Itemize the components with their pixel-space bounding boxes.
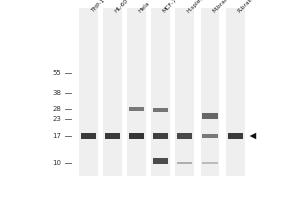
Bar <box>177 162 192 164</box>
Bar <box>103 8 122 176</box>
Bar <box>202 134 218 138</box>
Bar <box>79 8 98 176</box>
Text: M.brain: M.brain <box>212 0 231 14</box>
Bar <box>177 133 192 139</box>
Bar <box>127 8 146 176</box>
Bar <box>153 108 168 112</box>
Bar <box>153 133 168 139</box>
Bar <box>129 107 144 111</box>
Text: 38: 38 <box>52 90 62 96</box>
Bar <box>202 162 218 164</box>
Bar <box>202 113 218 119</box>
Bar <box>81 133 96 139</box>
Polygon shape <box>250 133 256 139</box>
Text: 28: 28 <box>52 106 62 112</box>
Bar <box>226 8 245 176</box>
Bar <box>151 8 170 176</box>
Bar <box>153 158 168 164</box>
Bar <box>129 133 144 139</box>
Text: 10: 10 <box>52 160 62 166</box>
Bar <box>228 133 243 139</box>
Text: Hela: Hela <box>138 1 151 14</box>
Text: HL-60: HL-60 <box>114 0 130 14</box>
Bar <box>105 133 120 139</box>
Text: 17: 17 <box>52 133 62 139</box>
Text: R.brain: R.brain <box>237 0 255 14</box>
Bar <box>175 8 194 176</box>
Text: THP-1: THP-1 <box>90 0 106 14</box>
Text: 55: 55 <box>53 70 62 76</box>
Text: MCF-7: MCF-7 <box>162 0 178 14</box>
Bar <box>201 8 219 176</box>
Text: 23: 23 <box>52 116 62 122</box>
Text: H.spleen: H.spleen <box>186 0 208 14</box>
